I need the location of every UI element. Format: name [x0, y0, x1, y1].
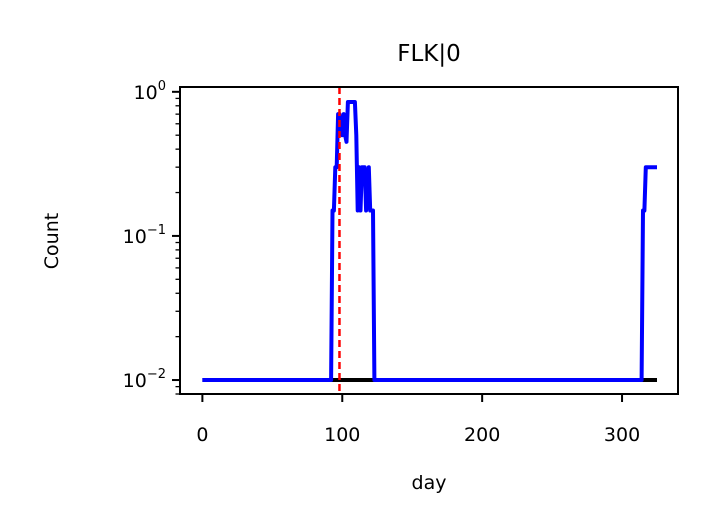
x-tick-label: 300 [604, 424, 640, 446]
plot-frame [179, 86, 679, 395]
y-tick-label: 10−1 [123, 223, 166, 248]
chart-title: FLK|0 [397, 41, 461, 67]
x-tick-label: 100 [324, 424, 360, 446]
x-axis-label: day [412, 472, 447, 494]
x-tick-label: 0 [196, 424, 208, 446]
y-axis-label: Count [41, 213, 63, 269]
y-tick-label: 10−2 [123, 367, 166, 392]
y-tick-label: 100 [134, 79, 166, 104]
x-tick-label: 200 [464, 424, 500, 446]
series-line-1 [202, 100, 657, 382]
